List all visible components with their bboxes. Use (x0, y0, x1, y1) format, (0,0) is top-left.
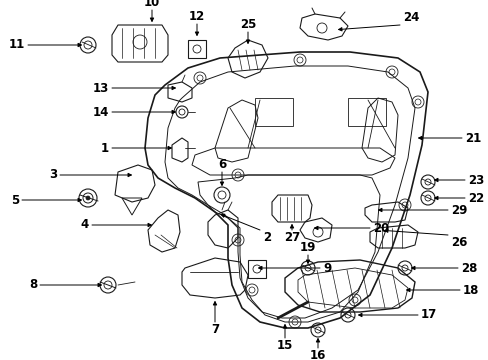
Text: 16: 16 (309, 349, 325, 360)
Text: 7: 7 (210, 323, 219, 336)
Text: 18: 18 (462, 284, 478, 297)
Text: 9: 9 (323, 261, 330, 274)
Circle shape (86, 196, 90, 200)
Bar (247, 260, 265, 278)
Text: 22: 22 (467, 192, 483, 204)
Text: 12: 12 (188, 10, 204, 23)
Text: 26: 26 (450, 236, 467, 249)
Text: 3: 3 (49, 168, 57, 181)
Text: 6: 6 (218, 158, 225, 171)
Text: 27: 27 (284, 231, 300, 244)
Text: 1: 1 (101, 141, 109, 154)
Text: 14: 14 (92, 105, 109, 118)
Bar (254, 98, 292, 126)
Bar (187, 40, 205, 58)
Text: 29: 29 (450, 203, 467, 216)
Text: 10: 10 (143, 0, 160, 9)
Text: 2: 2 (263, 231, 270, 244)
Text: 8: 8 (29, 279, 37, 292)
Text: 17: 17 (420, 309, 436, 321)
Text: 15: 15 (276, 339, 293, 352)
Text: 28: 28 (460, 261, 476, 274)
Text: 25: 25 (239, 18, 256, 31)
Text: 5: 5 (11, 194, 19, 207)
Text: 23: 23 (467, 174, 483, 186)
Text: 4: 4 (81, 219, 89, 231)
Text: 11: 11 (9, 39, 25, 51)
Text: 20: 20 (372, 221, 388, 234)
Text: 19: 19 (299, 241, 316, 254)
Text: 21: 21 (464, 131, 480, 144)
Bar (347, 98, 385, 126)
Text: 24: 24 (402, 11, 419, 24)
Text: 13: 13 (93, 81, 109, 94)
